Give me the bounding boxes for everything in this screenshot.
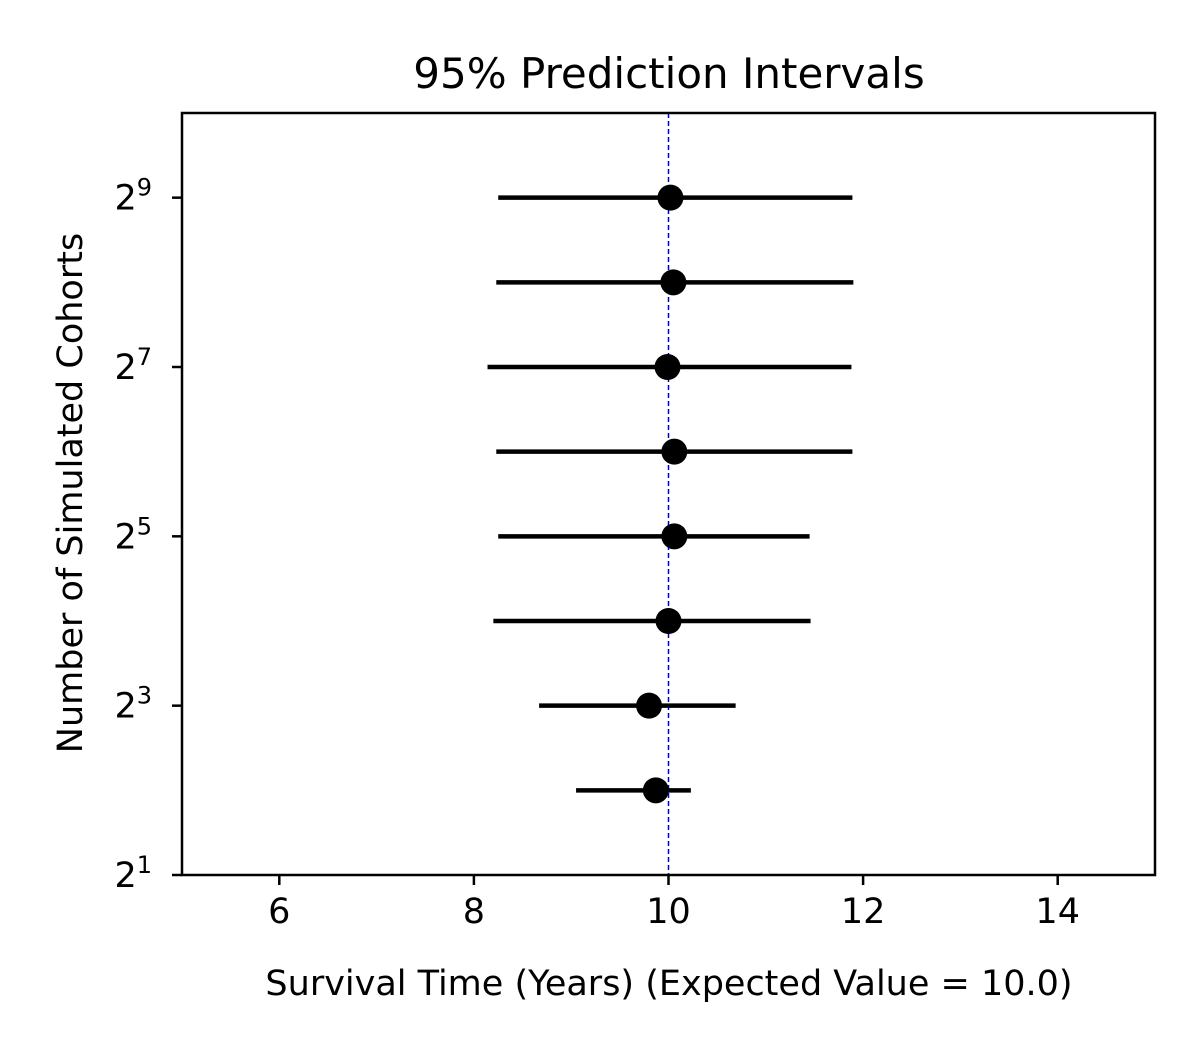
y-tick-exponent: 9 <box>137 174 152 202</box>
mean-point <box>655 608 682 634</box>
chart-title: 95% Prediction Intervals <box>413 49 924 98</box>
x-tick-label: 14 <box>1035 892 1080 932</box>
y-tick-base: 2 <box>114 348 136 388</box>
mean-point <box>636 692 663 719</box>
y-tick-label: 23 <box>114 682 152 727</box>
mean-point <box>654 354 681 380</box>
y-tick-exponent: 3 <box>137 682 152 710</box>
mean-point <box>661 523 688 550</box>
mean-point <box>661 438 688 465</box>
y-tick-label: 27 <box>114 343 152 388</box>
mean-point <box>660 269 687 296</box>
y-tick-base: 2 <box>114 179 136 219</box>
y-tick-base: 2 <box>114 687 136 727</box>
y-tick-base: 2 <box>114 517 136 557</box>
x-axis-label: Survival Time (Years) (Expected Value = … <box>265 964 1072 1004</box>
y-tick-exponent: 7 <box>137 343 152 371</box>
y-tick-exponent: 1 <box>137 851 152 879</box>
point-layer <box>636 184 688 804</box>
x-axis-ticks: 6 8 10 12 14 <box>268 875 1080 932</box>
mean-point <box>642 777 669 804</box>
y-tick-label: 29 <box>114 174 152 219</box>
x-tick-label: 10 <box>646 892 691 932</box>
y-tick-label: 25 <box>114 512 152 557</box>
y-tick-base: 2 <box>114 856 136 896</box>
x-tick-label: 6 <box>268 892 290 932</box>
x-tick-label: 8 <box>463 892 485 932</box>
x-tick-label: 12 <box>841 892 886 932</box>
y-tick-label: 21 <box>114 851 152 896</box>
y-axis-label: Number of Simulated Cohorts <box>51 233 91 753</box>
mean-point <box>657 184 684 211</box>
y-tick-exponent: 5 <box>137 512 152 540</box>
